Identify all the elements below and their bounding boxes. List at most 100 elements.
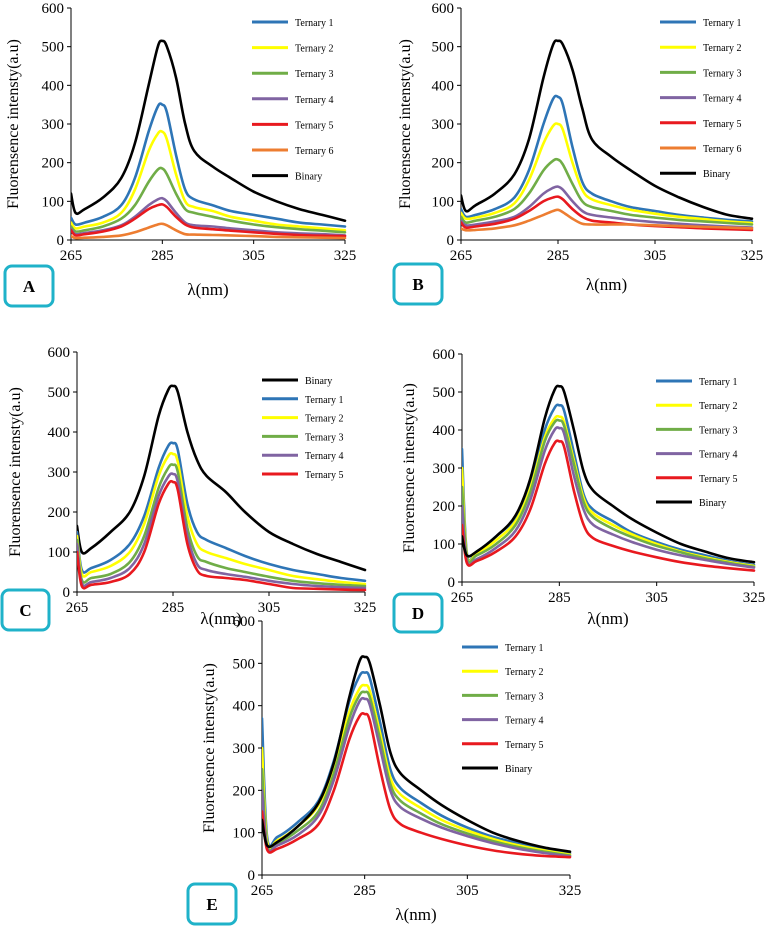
panel-label-box [186,882,238,926]
panel-label-box [3,264,55,308]
x-tick-label: 325 [559,883,582,899]
x-axis-label: λ(nm) [200,609,241,628]
panel-label: E [206,895,217,914]
legend-label: Ternary 3 [305,432,343,443]
legend-label: Ternary 3 [699,425,737,436]
series-line-ternary-5 [77,479,367,592]
series-group [462,384,756,572]
chart-panel-b: 0 100 200 300 400 500 600 265 285 305 325 λ(nm) Fluo… [392,1,764,306]
legend-label: Binary [305,376,332,387]
y-tick-label: 200 [432,156,455,172]
legend-label: Ternary 5 [295,120,333,131]
series-line-ternary-3 [71,166,347,234]
y-axis-label: Fluorensence intensty(a.u) [201,663,218,833]
y-tick-label: 400 [432,78,455,94]
x-axis-label: λ(nm) [187,280,228,299]
legend: Ternary 1 Ternary 2 Ternary 3 Ternary 4 Tern… [656,377,737,509]
series-line-ternary-2 [71,129,347,232]
x-tick-label: 265 [251,883,274,899]
series-line-ternary-5 [71,202,347,238]
series-line-ternary-3 [462,418,756,569]
series-line-ternary-2 [77,451,367,586]
series-group [77,384,367,592]
panel-label: A [23,277,36,296]
legend-label: Ternary 2 [703,43,741,54]
y-tick-label: 100 [42,194,65,210]
legend-label: Ternary 4 [703,94,741,105]
x-tick-label: 325 [354,600,377,616]
series-line-ternary-1 [262,670,572,855]
x-tick-label: 265 [451,590,474,606]
x-tick-label: 265 [450,248,473,264]
y-axis-label: Fluorensence intensty(a.u) [401,383,418,553]
legend-label: Ternary 1 [505,643,543,654]
x-tick-label: 285 [547,248,570,264]
x-axis-label: λ(nm) [587,609,628,628]
series-group [71,39,347,240]
series-line-ternary-2 [461,122,754,225]
chart-panel-e: 0 100 200 300 400 500 600 265 285 305 325 λ(nm) Fluo… [186,614,582,926]
y-tick-label: 200 [42,156,65,172]
y-tick-label: 600 [48,345,71,361]
series-line-ternary-4 [77,472,367,590]
y-tick-label: 0 [63,585,71,601]
y-tick-label: 400 [48,425,71,441]
legend-label: Ternary 5 [699,474,737,485]
panel-label-box [392,592,444,634]
legend: Ternary 1 Ternary 2 Ternary 3 Ternary 4 Tern… [252,18,333,183]
legend: Ternary 1 Ternary 2 Ternary 3 Ternary 4 Tern… [462,643,543,775]
chart-panel-a: 0 100 200 300 400 500 600 265 285 305 325 λ(nm) Fluo… [3,1,357,308]
y-axis-label: Fluorensence intensty(a.u) [7,387,24,557]
y-tick-label: 400 [233,699,256,715]
series-line-ternary-4 [462,426,756,569]
y-tick-label: 100 [48,545,71,561]
legend-label: Ternary 3 [505,691,543,702]
x-tick-label: 305 [456,883,479,899]
legend-label: Ternary 1 [305,395,343,406]
series-group [262,655,572,859]
y-axis-label: Fluorensence intensty(a.u) [5,39,22,209]
x-axis-label: λ(nm) [395,905,436,924]
x-axis-label: λ(nm) [586,275,627,294]
series-line-ternary-4 [461,185,754,229]
y-tick-label: 500 [432,40,455,56]
y-tick-label: 600 [233,614,256,630]
y-tick-label: 500 [233,656,256,672]
y-tick-label: 500 [48,385,71,401]
x-tick-label: 285 [548,590,571,606]
legend-label: Ternary 1 [703,18,741,29]
y-tick-label: 300 [432,117,455,133]
series-line-ternary-5 [262,712,572,859]
legend-label: Ternary 4 [505,716,543,727]
y-tick-label: 0 [248,868,256,884]
series-line-ternary-6 [71,222,347,240]
chart-panel-d: 0 100 200 300 400 500 600 265 285 305 325 λ(nm) Fluo… [392,347,765,634]
x-tick-label: 285 [162,600,185,616]
series-line-ternary-3 [262,690,572,857]
series-line-ternary-5 [462,439,756,572]
y-tick-label: 0 [447,233,455,249]
y-tick-label: 300 [433,461,456,477]
panel-label: C [19,601,31,620]
series-line-binary [77,384,367,572]
legend-label: Ternary 6 [295,146,333,157]
y-tick-label: 600 [433,347,456,363]
y-tick-label: 500 [433,385,456,401]
x-tick-label: 305 [258,600,281,616]
x-tick-label: 325 [334,248,357,264]
y-tick-label: 600 [42,1,65,17]
series-line-ternary-6 [461,208,754,232]
x-tick-label: 265 [60,248,83,264]
y-axis-label: Fluorensence intensty(a.u) [397,39,414,209]
legend-label: Binary [295,172,322,183]
x-tick-label: 325 [741,248,764,264]
series-line-ternary-3 [461,157,754,226]
panel-label: D [412,604,424,623]
legend-label: Binary [699,498,726,509]
y-tick-label: 100 [432,194,455,210]
series-line-binary [461,39,754,220]
legend-label: Ternary 3 [295,69,333,80]
x-tick-label: 305 [242,248,265,264]
y-tick-label: 300 [42,117,65,133]
